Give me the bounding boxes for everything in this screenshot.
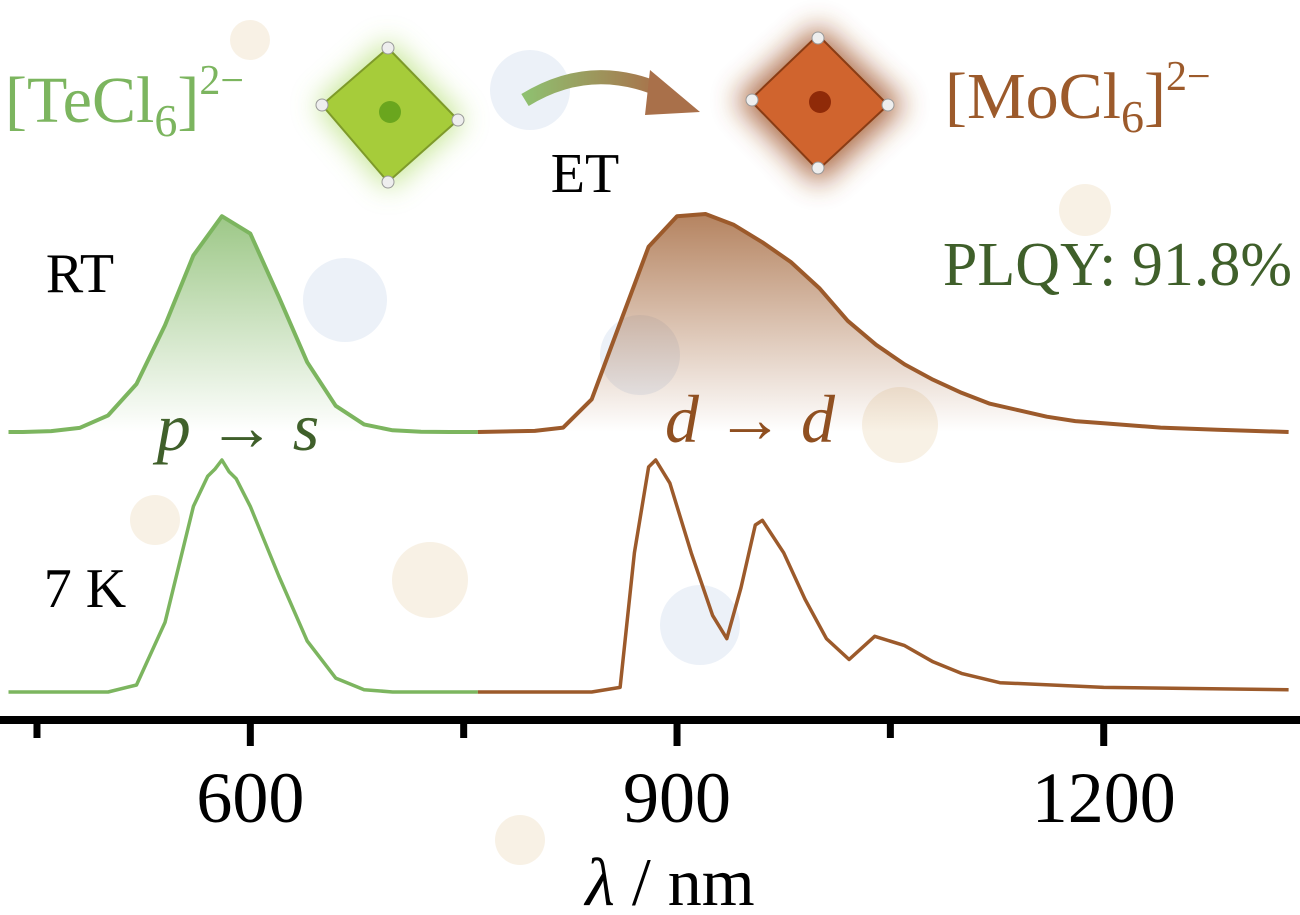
formula-base: [MoCl	[945, 60, 1121, 133]
x-label-symbol: λ	[583, 844, 614, 915]
x-axis-label: λ / nm	[583, 844, 754, 915]
formula-sub: 6	[154, 95, 177, 146]
spectrum-line	[8, 214, 478, 434]
background	[130, 20, 1111, 865]
species-label: [TeCl6]2−	[5, 58, 244, 146]
x-label-unit: / nm	[615, 844, 755, 915]
x-tick-label: 600	[196, 758, 304, 838]
spectrum-line	[477, 212, 1289, 434]
formula-sup: 2−	[199, 58, 244, 104]
et-arrow	[521, 70, 663, 106]
et-label: ET	[551, 143, 619, 205]
formula-base: [TeCl	[5, 64, 154, 137]
te-octahedron	[315, 40, 465, 190]
panel-label: RT	[46, 243, 114, 305]
formula-sup: 2−	[1166, 54, 1211, 100]
plqy-label: PLQY: 91.8%	[943, 231, 1292, 299]
formula-close: ]	[177, 64, 199, 137]
panel-label: 7 K	[44, 558, 126, 620]
mo-octahedron	[735, 25, 905, 185]
spectrum-line	[477, 458, 1289, 694]
formula-close: ]	[1144, 60, 1166, 133]
plot-area: 600 900 1200 RT 7 K	[8, 212, 1289, 838]
x-tick-label: 900	[623, 758, 731, 838]
spectrum-line	[8, 458, 478, 694]
x-tick-label: 1200	[1032, 758, 1176, 838]
formula-sub: 6	[1121, 91, 1144, 142]
area	[477, 214, 1289, 432]
et-arrowhead	[645, 70, 700, 115]
area	[8, 216, 478, 432]
species-label: [MoCl6]2−	[945, 54, 1211, 142]
